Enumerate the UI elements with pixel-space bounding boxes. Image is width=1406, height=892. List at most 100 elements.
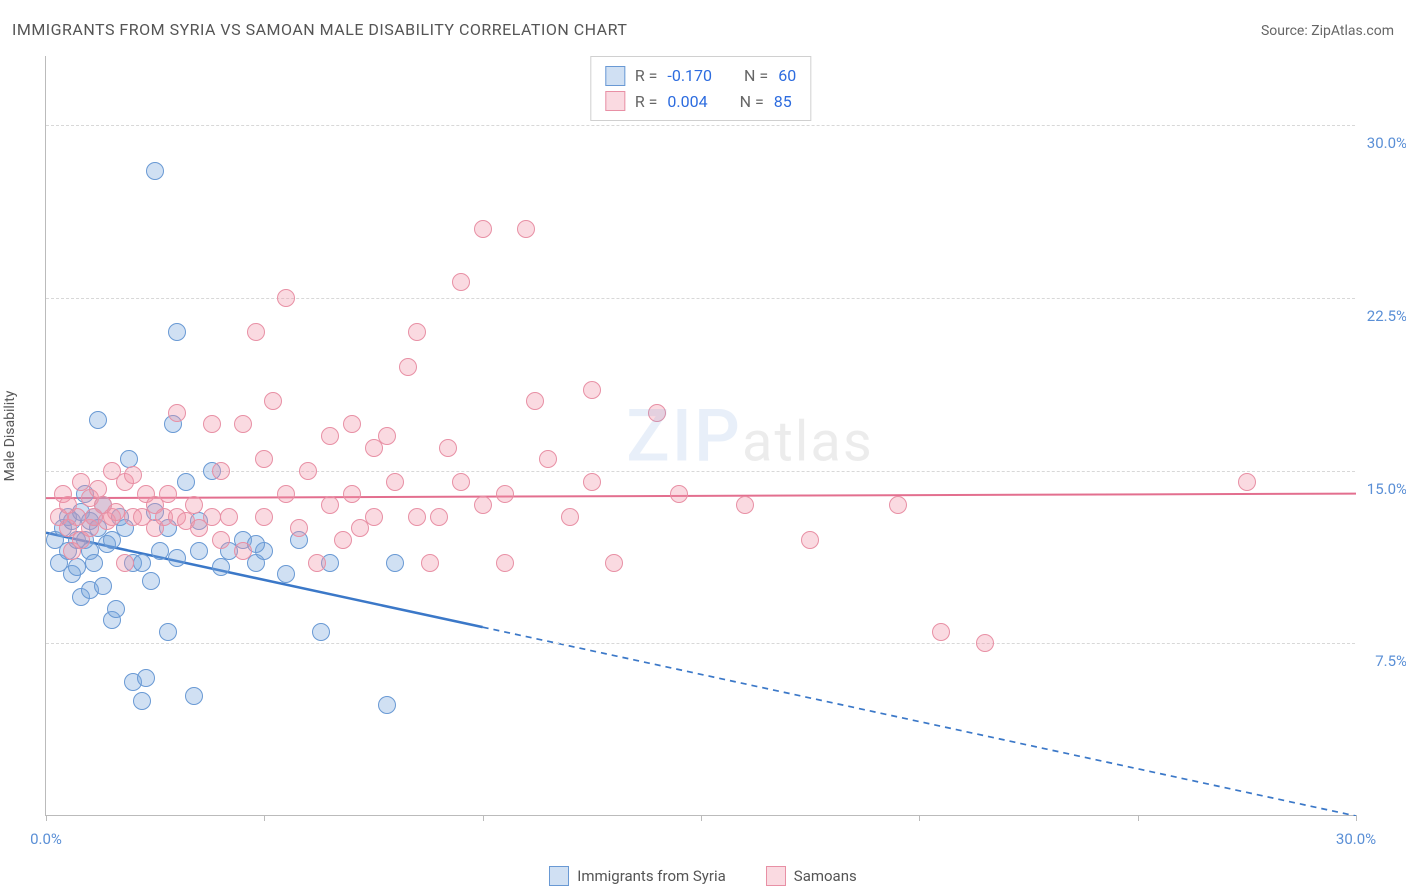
correlation-legend: R =-0.170N =60R =0.004N =85 xyxy=(590,56,811,121)
data-point xyxy=(212,462,230,480)
data-point xyxy=(526,392,544,410)
data-point xyxy=(321,427,339,445)
data-point xyxy=(212,558,230,576)
legend-row: R = -0.170 N = 60 xyxy=(605,63,796,89)
data-point xyxy=(408,323,426,341)
data-point xyxy=(365,508,383,526)
data-point xyxy=(212,531,230,549)
data-point xyxy=(220,508,238,526)
data-point xyxy=(277,485,295,503)
data-point xyxy=(203,415,221,433)
legend-swatch xyxy=(605,91,625,111)
x-tick xyxy=(1138,815,1139,821)
chart-title: IMMIGRANTS FROM SYRIA VS SAMOAN MALE DIS… xyxy=(12,20,627,39)
data-point xyxy=(85,554,103,572)
data-point xyxy=(932,623,950,641)
data-point xyxy=(539,450,557,468)
data-point xyxy=(605,554,623,572)
data-point xyxy=(736,496,754,514)
legend-swatch xyxy=(766,866,786,886)
data-point xyxy=(343,415,361,433)
data-point xyxy=(255,508,273,526)
data-point xyxy=(89,480,107,498)
data-point xyxy=(177,473,195,491)
data-point xyxy=(277,289,295,307)
trend-lines xyxy=(46,56,1356,816)
data-point xyxy=(137,669,155,687)
source-attribution: Source: ZipAtlas.com xyxy=(1261,23,1394,39)
series-legend: Immigrants from Syria Samoans xyxy=(0,866,1406,886)
data-point xyxy=(120,450,138,468)
data-point xyxy=(399,358,417,376)
data-point xyxy=(255,450,273,468)
data-point xyxy=(185,687,203,705)
data-point xyxy=(474,496,492,514)
legend-label: Immigrants from Syria xyxy=(577,867,726,885)
data-point xyxy=(343,485,361,503)
data-point xyxy=(496,485,514,503)
n-value: 85 xyxy=(774,89,792,115)
chart-area: ZIPatlas R =-0.170N =60R =0.004N =85 7.5… xyxy=(45,56,1355,816)
data-point xyxy=(334,531,352,549)
data-point xyxy=(378,696,396,714)
r-label: R = xyxy=(635,89,658,115)
x-tick-label: 30.0% xyxy=(1336,830,1376,848)
data-point xyxy=(159,623,177,641)
y-tick-label: 7.5% xyxy=(1375,652,1406,670)
data-point xyxy=(264,392,282,410)
data-point xyxy=(378,427,396,445)
y-tick-label: 15.0% xyxy=(1367,480,1406,498)
data-point xyxy=(976,634,994,652)
data-point xyxy=(517,220,535,238)
data-point xyxy=(89,411,107,429)
x-tick xyxy=(1356,815,1357,821)
n-label: N = xyxy=(744,63,768,89)
watermark-zip: ZIP xyxy=(626,393,742,478)
legend-row: R =0.004N =85 xyxy=(605,89,796,115)
data-point xyxy=(452,473,470,491)
data-point xyxy=(583,473,601,491)
x-tick xyxy=(919,815,920,821)
data-point xyxy=(321,496,339,514)
data-point xyxy=(94,577,112,595)
r-label: R = xyxy=(635,63,658,89)
data-point xyxy=(496,554,514,572)
gridline xyxy=(46,125,1355,126)
n-value: 60 xyxy=(778,63,796,89)
data-point xyxy=(124,466,142,484)
legend-swatch xyxy=(549,866,569,886)
y-tick-label: 22.5% xyxy=(1367,307,1406,325)
data-point xyxy=(159,485,177,503)
data-point xyxy=(648,404,666,422)
data-point xyxy=(68,558,86,576)
data-point xyxy=(452,273,470,291)
data-point xyxy=(142,572,160,590)
data-point xyxy=(1238,473,1256,491)
r-value: -0.170 xyxy=(667,63,712,89)
legend-item: Samoans xyxy=(766,866,857,886)
data-point xyxy=(133,692,151,710)
data-point xyxy=(408,508,426,526)
data-point xyxy=(583,381,601,399)
data-point xyxy=(203,508,221,526)
x-tick xyxy=(264,815,265,821)
data-point xyxy=(146,162,164,180)
data-point xyxy=(299,462,317,480)
legend-swatch xyxy=(605,66,625,86)
n-label: N = xyxy=(740,89,764,115)
y-tick-label: 30.0% xyxy=(1367,134,1406,152)
data-point xyxy=(107,600,125,618)
data-point xyxy=(290,519,308,537)
data-point xyxy=(421,554,439,572)
data-point xyxy=(561,508,579,526)
gridline xyxy=(46,298,1355,299)
data-point xyxy=(277,565,295,583)
data-point xyxy=(107,503,125,521)
gridline xyxy=(46,471,1355,472)
trend-line-solid xyxy=(46,494,1356,499)
data-point xyxy=(185,496,203,514)
data-point xyxy=(430,508,448,526)
data-point xyxy=(670,485,688,503)
x-tick xyxy=(46,815,47,821)
data-point xyxy=(168,323,186,341)
